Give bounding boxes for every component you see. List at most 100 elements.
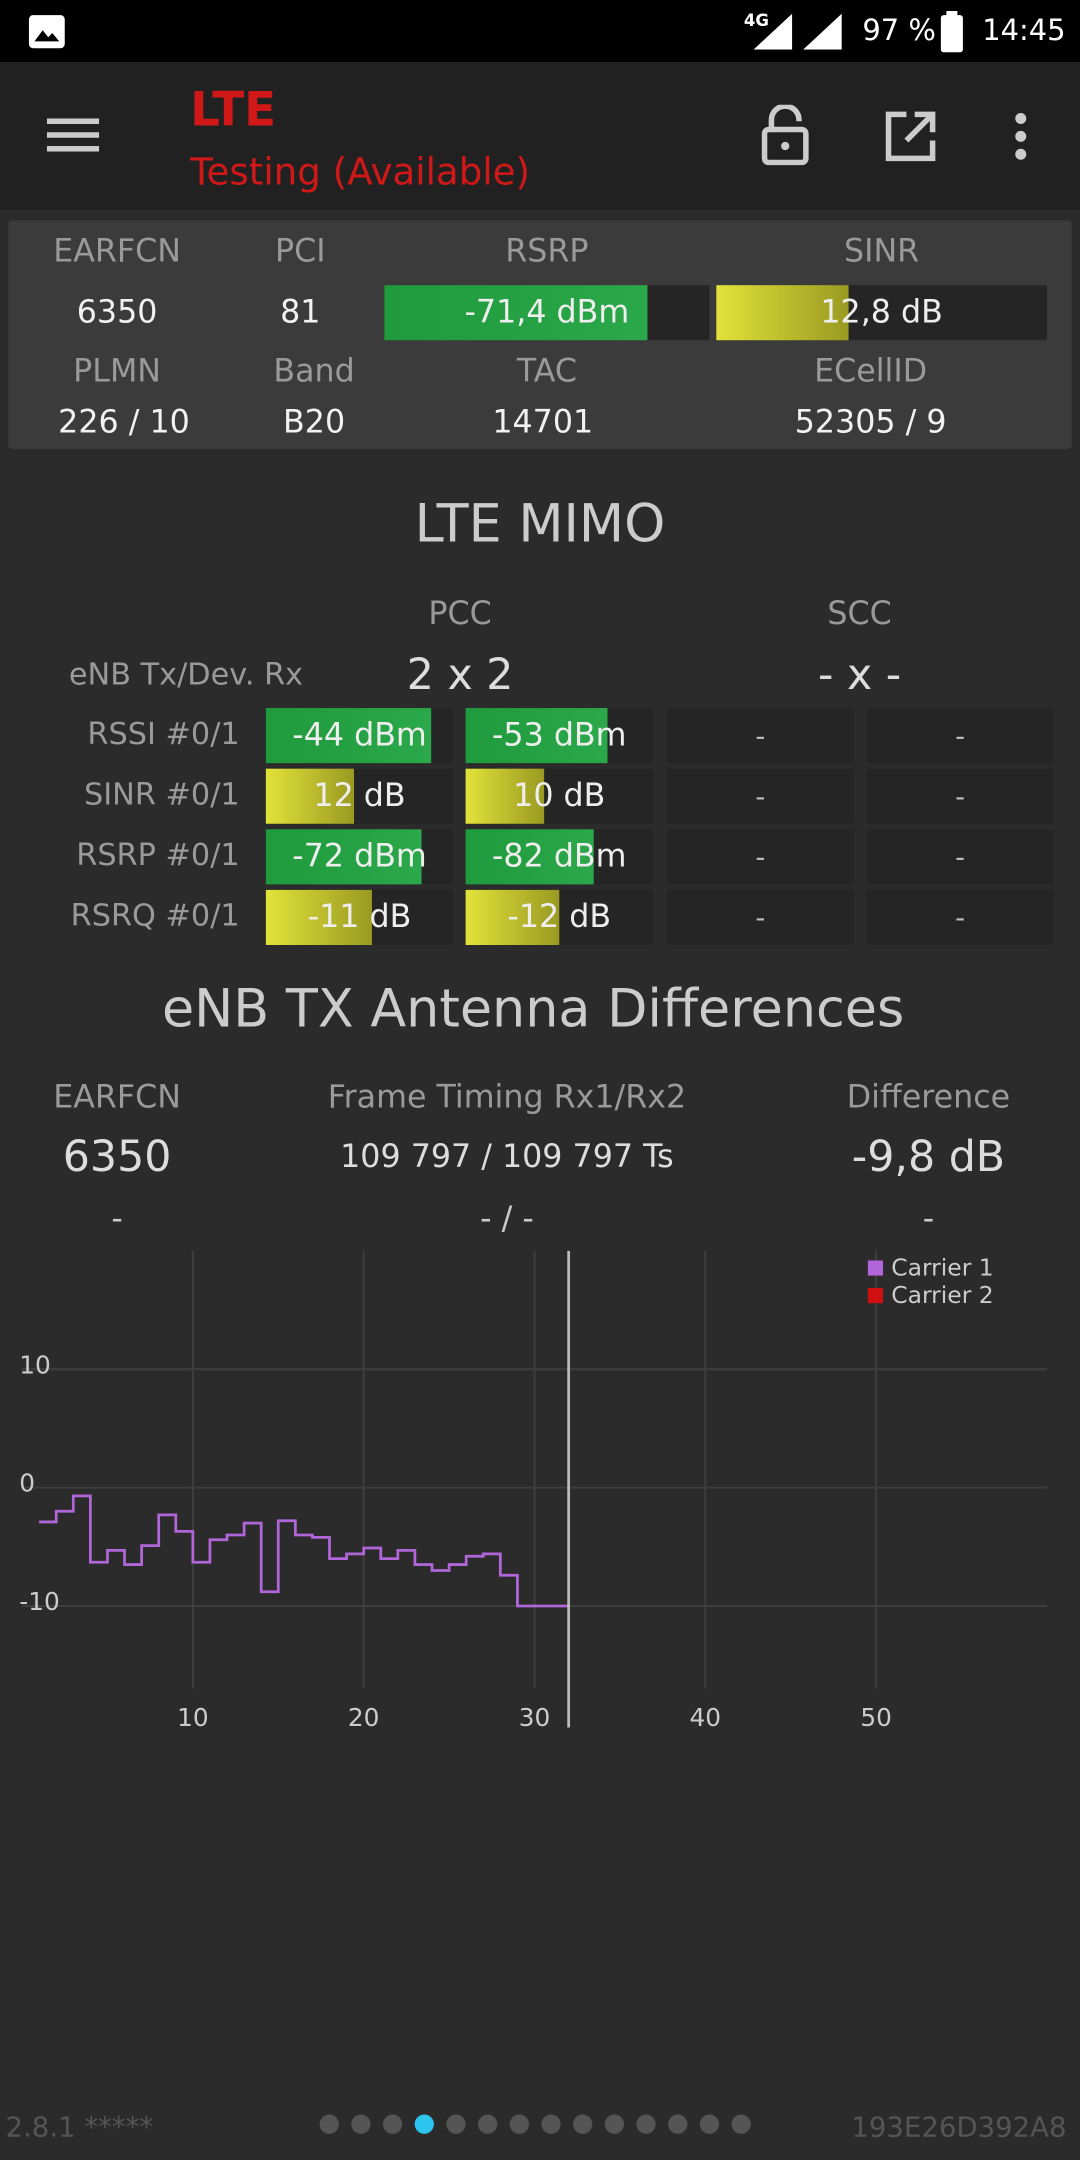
legend-label: Carrier 2 [891, 1281, 993, 1309]
signal-icons [753, 13, 842, 50]
scc-bar: - [666, 768, 855, 824]
legend-swatch [867, 1288, 884, 1304]
battery-icon [940, 11, 963, 53]
header: EARFCN [53, 234, 181, 270]
scc-label: - [755, 719, 766, 753]
legend-swatch [867, 1260, 884, 1276]
scc-bar: - [866, 768, 1054, 824]
pcc-bar: -44 dBm [265, 708, 454, 764]
scc-label: - [955, 840, 966, 874]
pcc-fill [265, 829, 422, 885]
header: Band [273, 354, 355, 390]
pcc-label: 10 dB [513, 778, 606, 815]
timing-value: 109 797 / 109 797 Ts [340, 1139, 674, 1176]
y-tick-label: 10 [19, 1350, 51, 1379]
section-title: eNB TX Antenna Differences [161, 978, 905, 1039]
pcc-fill [265, 889, 372, 945]
pcc-bar: -72 dBm [265, 829, 454, 885]
pcc-label: -11 dB [307, 899, 412, 936]
pcc-fill [465, 829, 595, 885]
x-tick-label: 20 [348, 1703, 380, 1732]
open-external-button[interactable] [884, 110, 936, 162]
scc-bar: - [866, 889, 1054, 945]
row-label: RSRP #0/1 [76, 838, 240, 874]
pcc-label: 12 dB [313, 778, 406, 815]
section-title: LTE MIMO [414, 493, 666, 554]
pcc-label: -53 dBm [492, 717, 627, 754]
scc-bar: - [666, 829, 855, 885]
scc-bar: - [666, 708, 855, 764]
header: Difference [846, 1079, 1011, 1116]
config-label: eNB Tx/Dev. Rx [68, 658, 304, 693]
device-id: 193E26D392A8 [851, 2110, 1067, 2144]
pcc-fill [265, 768, 355, 824]
tac-value: 14701 [492, 404, 594, 441]
network-type: 4G [743, 11, 769, 31]
x-tick-label: 10 [177, 1703, 209, 1732]
x-tick-label: 40 [690, 1703, 722, 1732]
toolbar-title: LTE [190, 82, 277, 138]
scc-label: - [755, 840, 766, 874]
row-label: RSSI #0/1 [87, 717, 240, 753]
pcc-bar: -11 dB [265, 889, 454, 945]
y-tick-label: -10 [19, 1587, 59, 1616]
header: SINR [844, 234, 920, 270]
scc-label: - [755, 900, 766, 934]
pcc-fill [465, 768, 544, 824]
header: PCI [275, 234, 326, 270]
band-value: B20 [283, 404, 346, 441]
pcc-bar: -53 dBm [465, 708, 653, 764]
battery-percent: 97 % [862, 13, 936, 47]
pcc-config: 2 x 2 [406, 650, 514, 700]
ecellid-value: 52305 / 9 [794, 404, 947, 441]
pcc-bar: 12 dB [265, 768, 454, 824]
pcc-label: -44 dBm [292, 717, 427, 754]
header: EARFCN [53, 1079, 181, 1116]
sinr-label: 12,8 dB [820, 294, 943, 331]
pcc-fill [465, 708, 608, 764]
scc-label: - [955, 719, 966, 753]
timing-value: - / - [480, 1201, 534, 1238]
rsrp-bar: -71,4 dBm [384, 285, 710, 341]
rsrp-label: -71,4 dBm [464, 294, 630, 331]
pcc-label: -82 dBm [492, 838, 627, 875]
clock: 14:45 [982, 13, 1066, 47]
header: PLMN [73, 354, 161, 390]
overflow-menu-button[interactable] [1011, 110, 1030, 165]
scc-config: - x - [817, 650, 902, 700]
scc-bar: - [666, 889, 855, 945]
legend-label: Carrier 1 [891, 1254, 993, 1282]
pcc-bar: -82 dBm [465, 829, 653, 885]
status-bar [0, 0, 1080, 62]
scc-bar: - [866, 708, 1054, 764]
pcc-label: -72 dBm [292, 838, 427, 875]
difference-value: -9,8 dB [851, 1132, 1006, 1182]
row-label: SINR #0/1 [83, 778, 240, 813]
header: RSRP [505, 234, 589, 270]
plmn-value: 226 / 10 [58, 404, 190, 441]
earfcn-value: 6350 [76, 294, 158, 331]
pcc-fill [465, 889, 560, 945]
menu-button[interactable] [46, 116, 100, 155]
earfcn-value: 6350 [62, 1132, 172, 1182]
pcc-bar: 10 dB [465, 768, 653, 824]
toolbar-subtitle: Testing (Available) [190, 151, 531, 195]
pcc-bar: -12 dB [465, 889, 653, 945]
scc-label: - [955, 900, 966, 934]
rsrp-fill [384, 285, 648, 341]
scc-label: - [755, 779, 766, 813]
earfcn-value: - [111, 1201, 123, 1238]
pcc-fill [265, 708, 431, 764]
y-tick-label: 0 [19, 1469, 35, 1498]
sinr-fill [716, 285, 849, 341]
gallery-icon [28, 15, 65, 49]
scc-label: - [955, 779, 966, 813]
x-tick-label: 30 [519, 1703, 551, 1732]
lock-button[interactable] [760, 104, 810, 166]
page-indicator [319, 2114, 751, 2134]
pcc-label: -12 dB [507, 899, 612, 936]
series-line [39, 1494, 569, 1608]
